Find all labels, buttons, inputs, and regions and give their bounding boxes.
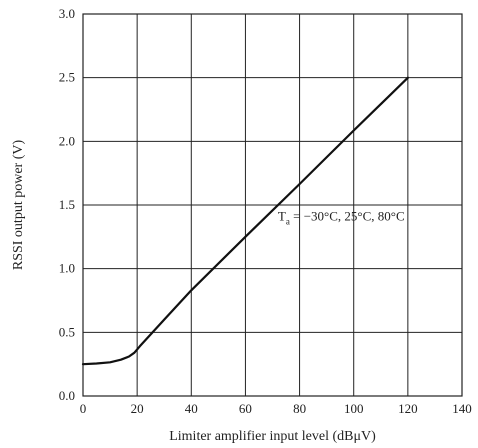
plot-frame (82, 13, 463, 397)
temperature-annotation: Ta = −30°C, 25°C, 80°C (278, 208, 405, 226)
x-tick-label: 80 (293, 401, 306, 416)
series-lines (81, 76, 409, 366)
x-tick-label: 100 (344, 401, 364, 416)
x-axis-title: Limiter amplifier input level (dBμV) (169, 429, 376, 444)
y-tick-label: 1.5 (59, 197, 75, 212)
y-tick-label: 0.0 (59, 388, 75, 403)
x-tick-label: 20 (131, 401, 144, 416)
x-tick-label: 120 (398, 401, 418, 416)
x-tick-label: 140 (452, 401, 472, 416)
x-tick-labels: 0 20 40 60 80 100 120 140 (80, 401, 472, 416)
series-line (81, 76, 409, 366)
y-tick-label: 3.0 (59, 6, 75, 21)
y-tick-label: 2.0 (59, 133, 75, 148)
annotations: Ta = −30°C, 25°C, 80°C (278, 208, 405, 226)
y-tick-label: 0.5 (59, 324, 75, 339)
y-tick-labels: 0.0 0.5 1.0 1.5 2.0 2.5 3.0 (59, 6, 75, 403)
x-tick-label: 0 (80, 401, 87, 416)
x-tick-label: 40 (185, 401, 198, 416)
x-tick-label: 60 (239, 401, 252, 416)
y-axis-title: RSSI output power (V) (11, 140, 26, 271)
grid (82, 13, 463, 397)
y-tick-label: 2.5 (59, 70, 75, 85)
y-tick-label: 1.0 (59, 261, 75, 276)
